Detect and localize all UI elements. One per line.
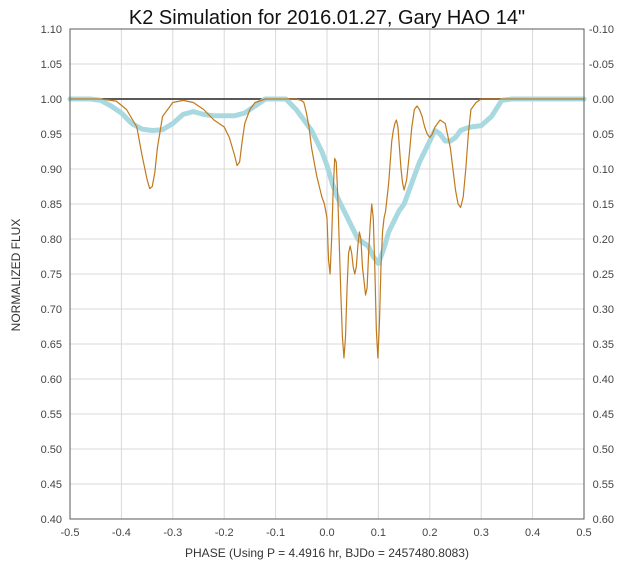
y2-tick-label: 0.15 [593, 199, 614, 211]
x-tick-label: 0.5 [576, 527, 591, 539]
y2-tick-label: 0.55 [593, 479, 614, 491]
y2-tick-label: 0.40 [593, 374, 614, 386]
y2-tick-label: 0.10 [593, 164, 614, 176]
y2-tick-label: 0.25 [593, 269, 614, 281]
y2-tick-label: -0.10 [589, 24, 614, 36]
x-tick-label: -0.1 [266, 527, 285, 539]
y2-tick-label: -0.05 [589, 59, 614, 71]
y-tick-label: 0.50 [41, 444, 62, 456]
model-series-line [69, 98, 585, 359]
x-tick-label: 0.4 [525, 527, 540, 539]
y-tick-label: 0.90 [41, 164, 62, 176]
y2-tick-label: 0.20 [593, 234, 614, 246]
y-tick-label: 0.55 [41, 409, 62, 421]
y-tick-label: 0.70 [41, 304, 62, 316]
y-tick-label: 0.85 [41, 199, 62, 211]
y2-tick-label: 0.05 [593, 129, 614, 141]
y-tick-label: 0.75 [41, 269, 62, 281]
y-tick-label: 1.00 [41, 94, 62, 106]
chart-title: K2 Simulation for 2016.01.27, Gary HAO 1… [129, 7, 525, 29]
x-tick-label: -0.3 [163, 527, 182, 539]
y2-tick-label: 0.35 [593, 339, 614, 351]
y-tick-label: 1.10 [41, 24, 62, 36]
y2-tick-label: 0.50 [593, 444, 614, 456]
y2-tick-label: 0.45 [593, 409, 614, 421]
y2-tick-label: 0.60 [593, 514, 614, 526]
x-tick-label: 0.3 [474, 527, 489, 539]
y-tick-label: 0.65 [41, 339, 62, 351]
y-tick-label: 0.80 [41, 234, 62, 246]
x-tick-label: -0.4 [112, 527, 131, 539]
x-tick-label: 0.2 [422, 527, 437, 539]
plot-frame [69, 28, 585, 520]
y-tick-label: 0.95 [41, 129, 62, 141]
y-tick-label: 0.45 [41, 479, 62, 491]
x-tick-label: 0.1 [371, 527, 386, 539]
y2-tick-labels: 0.60 0.55 0.50 0.45 0.40 0.35 0.30 0.25 0.20 0.15… [589, 24, 614, 526]
y-axis-title: NORMALIZED FLUX [9, 219, 23, 332]
x-tick-label: 0.0 [319, 527, 334, 539]
y-tick-label: 0.60 [41, 374, 62, 386]
x-tick-label: -0.5 [61, 527, 80, 539]
y-tick-label: 0.40 [41, 514, 62, 526]
x-tick-label: -0.2 [215, 527, 234, 539]
y2-tick-label: 0.30 [593, 304, 614, 316]
x-axis-title: PHASE (Using P = 4.4916 hr, BJDo = 24574… [185, 546, 469, 560]
y2-tick-label: 0.00 [593, 94, 614, 106]
y-tick-labels: 0.40 0.45 0.50 0.55 0.60 0.65 0.70 0.75 0.80 0.85… [41, 24, 62, 526]
plot-series [67, 96, 587, 359]
y-tick-label: 1.05 [41, 59, 62, 71]
x-tick-labels: -0.5 -0.4 -0.3 -0.2 -0.1 0.0 0.1 0.2 0.3 0.4 0.5 [61, 527, 592, 539]
